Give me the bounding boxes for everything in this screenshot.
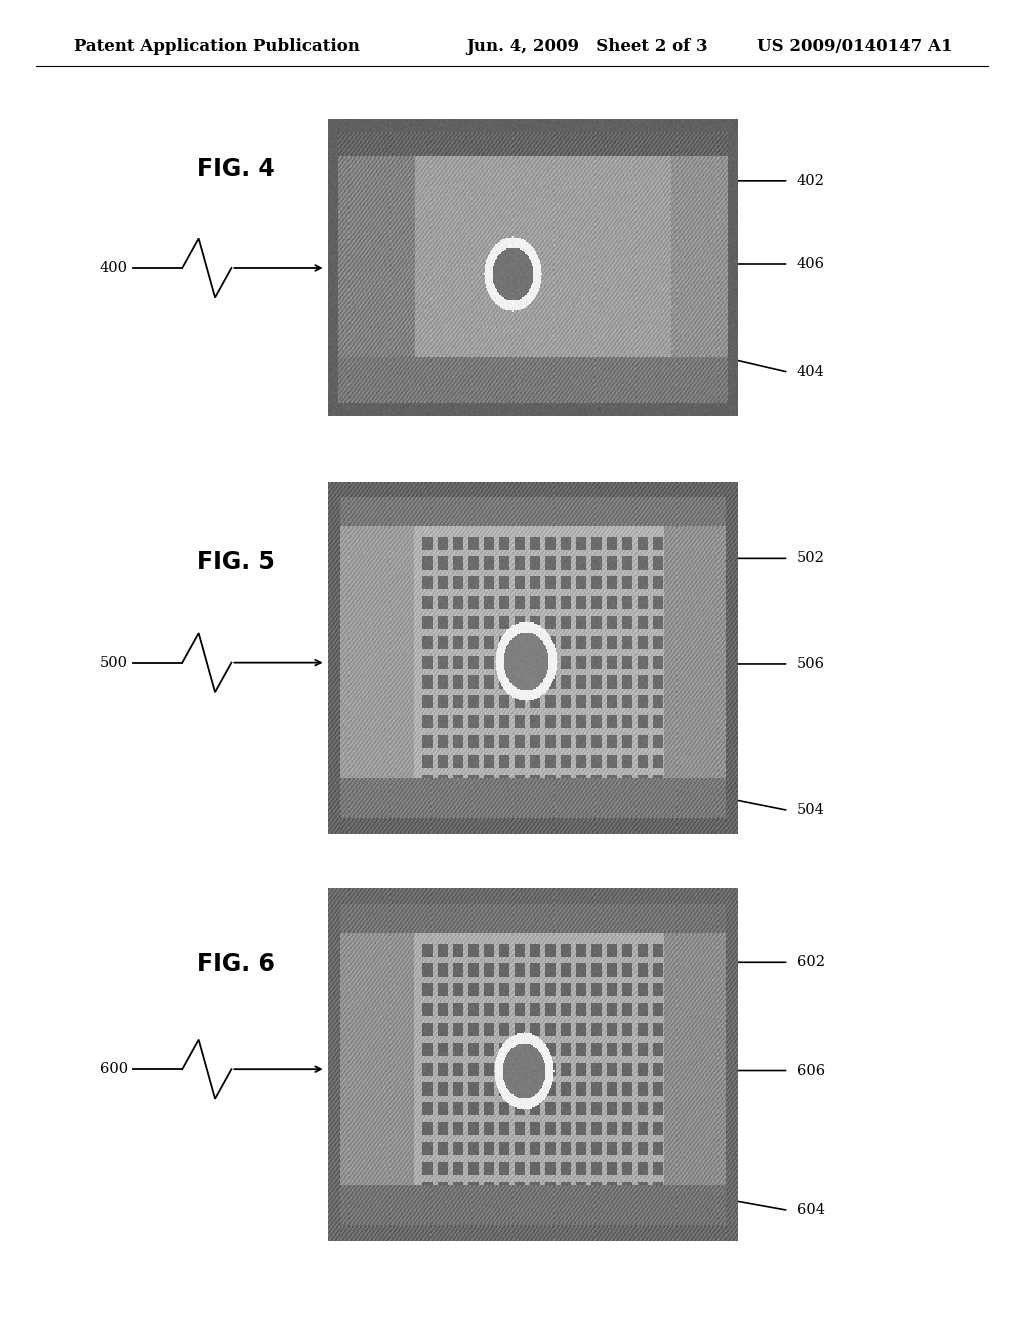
Text: 404: 404 (797, 366, 824, 379)
Text: Jun. 4, 2009   Sheet 2 of 3: Jun. 4, 2009 Sheet 2 of 3 (466, 38, 708, 54)
Text: 502: 502 (797, 552, 824, 565)
Text: FIG. 4: FIG. 4 (197, 157, 274, 181)
Text: 400: 400 (100, 261, 128, 275)
Text: 600: 600 (100, 1063, 128, 1076)
Text: 506: 506 (797, 657, 824, 671)
Text: FIG. 5: FIG. 5 (197, 550, 274, 574)
Text: FIG. 6: FIG. 6 (197, 952, 274, 975)
Text: 604: 604 (797, 1204, 824, 1217)
Text: 406: 406 (797, 257, 824, 271)
Text: 606: 606 (797, 1064, 824, 1077)
Text: 504: 504 (797, 804, 824, 817)
Text: US 2009/0140147 A1: US 2009/0140147 A1 (757, 38, 952, 54)
Text: 402: 402 (797, 174, 824, 187)
Text: 500: 500 (100, 656, 128, 669)
Text: 602: 602 (797, 956, 824, 969)
Text: Patent Application Publication: Patent Application Publication (74, 38, 359, 54)
